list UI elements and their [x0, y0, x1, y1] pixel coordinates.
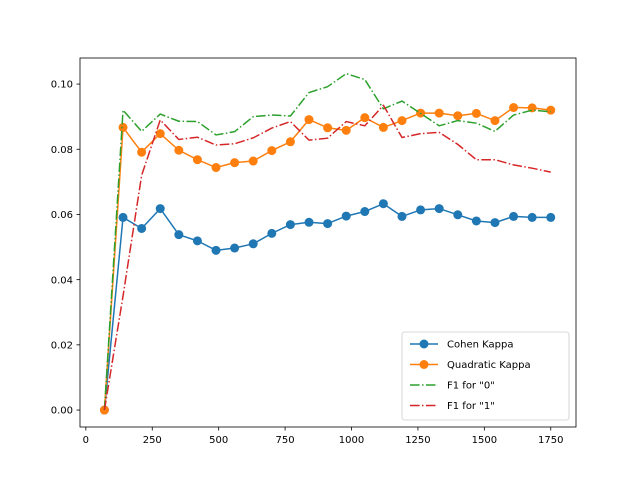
- legend-label: F1 for "0": [447, 381, 495, 392]
- series-1-point: [453, 111, 463, 121]
- series-0-point: [267, 228, 277, 238]
- series-1-point: [509, 103, 519, 113]
- x-tick-label: 1000: [339, 435, 364, 446]
- y-axis: 0.00 0.02 0.04 0.06 0.08 0.10: [51, 80, 80, 417]
- series-0-point: [211, 245, 221, 255]
- legend-label: Cohen Kappa: [447, 340, 513, 351]
- x-tick-label: 250: [143, 435, 162, 446]
- series-0-point: [509, 211, 519, 221]
- series-1-point: [267, 146, 277, 156]
- series-0-point: [546, 212, 556, 222]
- legend-label: Quadratic Kappa: [447, 360, 531, 371]
- series-1-point: [360, 113, 370, 123]
- series-1-point: [434, 108, 444, 118]
- x-tick-label: 500: [209, 435, 228, 446]
- series-0-point: [285, 220, 295, 230]
- series-line-2: [103, 72, 551, 411]
- series-0-point: [397, 211, 407, 221]
- plot-lines: [99, 72, 556, 415]
- series-1-point: [285, 137, 295, 147]
- series-0-point: [341, 211, 351, 221]
- series-1-point: [546, 105, 556, 115]
- series-0-point: [360, 207, 370, 217]
- series-1-point: [211, 163, 221, 173]
- series-0-point: [490, 218, 500, 228]
- x-tick-label: 1500: [472, 435, 497, 446]
- series-0-point: [434, 204, 444, 214]
- y-tick-label: 0.00: [51, 406, 73, 417]
- y-tick-label: 0.04: [51, 275, 73, 286]
- legend-label: F1 for "1": [447, 401, 495, 412]
- legend-swatch-marker: [419, 339, 429, 349]
- series-line-3: [103, 104, 551, 411]
- legend: Cohen Kappa Quadratic Kappa F1 for "0" F1 f…: [401, 331, 570, 421]
- series-0-point: [248, 239, 258, 249]
- series-1-point: [230, 158, 240, 168]
- x-tick-label: 0: [83, 435, 89, 446]
- series-0-point: [323, 219, 333, 229]
- y-tick-label: 0.06: [51, 210, 73, 221]
- series-0-point: [453, 210, 463, 220]
- series-1-point: [248, 156, 258, 166]
- series-1-point: [174, 145, 184, 155]
- series-0-point: [304, 217, 314, 227]
- series-1-point: [490, 116, 500, 126]
- y-tick-label: 0.08: [51, 145, 73, 156]
- x-tick-label: 1250: [405, 435, 430, 446]
- series-1-point: [378, 122, 388, 132]
- series-1-point: [137, 147, 147, 157]
- series-1-point: [341, 125, 351, 135]
- series-0-point: [118, 212, 128, 222]
- series-1-point: [192, 155, 202, 165]
- series-0-point: [174, 230, 184, 240]
- series-0-point: [230, 243, 240, 253]
- series-1-point: [304, 115, 314, 125]
- series-0-point: [378, 199, 388, 209]
- series-0-point: [527, 212, 537, 222]
- plot-frame: [79, 57, 577, 428]
- series-1-point: [471, 108, 481, 118]
- series-0-point: [416, 205, 426, 215]
- series-1-point: [155, 129, 165, 139]
- y-tick-label: 0.02: [51, 340, 73, 351]
- series-0-point: [471, 216, 481, 226]
- x-axis: 0 250 500 750 1000 1250 1500 1750: [83, 427, 563, 446]
- legend-swatch-marker: [419, 360, 429, 369]
- y-tick-label: 0.10: [51, 80, 73, 91]
- series-0-point: [137, 223, 147, 233]
- x-tick-label: 750: [276, 435, 295, 446]
- series-0-point: [192, 236, 202, 246]
- series-1-point: [118, 122, 128, 132]
- series-0-point: [155, 204, 165, 214]
- series-1-point: [323, 123, 333, 133]
- x-tick-label: 1750: [538, 435, 563, 446]
- series-1-point: [397, 116, 407, 126]
- legend-box: [401, 331, 570, 421]
